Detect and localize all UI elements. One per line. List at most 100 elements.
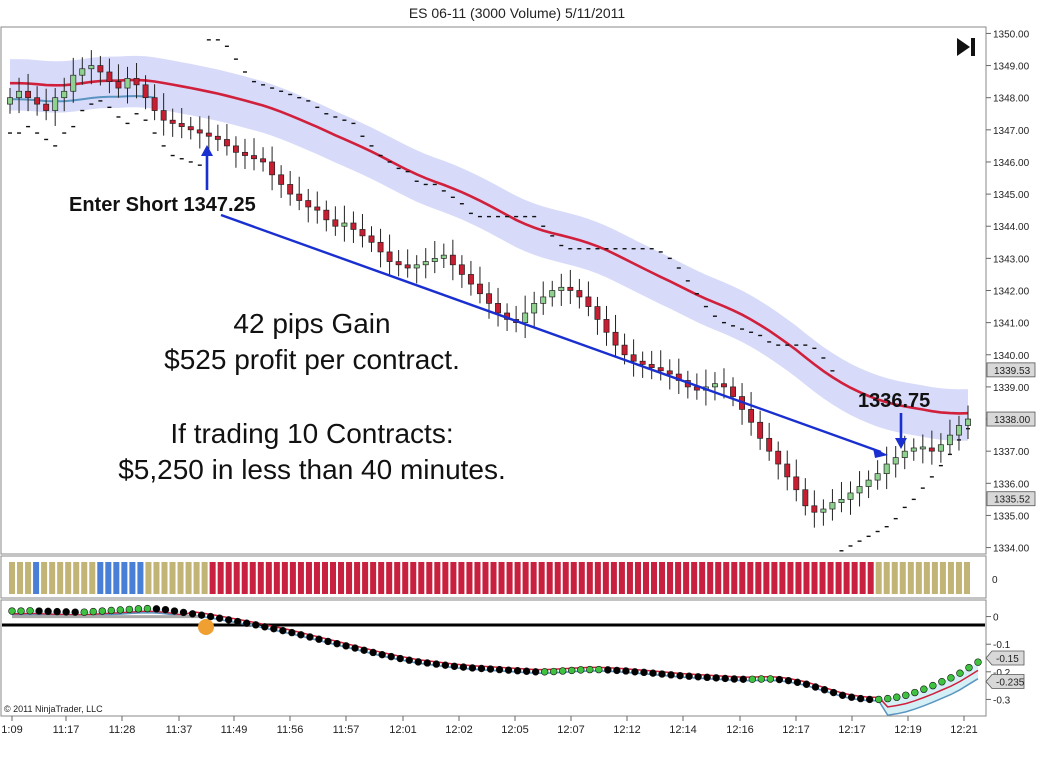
candle-body [721,383,727,388]
candle-body [440,254,447,259]
oscillator-dot [902,691,910,699]
candle-body [124,78,131,89]
indicator-bar [755,562,762,594]
oscillator-dot [595,665,603,674]
candle-body [648,364,655,368]
candle-body [711,383,718,388]
indicator-bar [931,562,938,594]
indicator-bar [859,562,866,594]
indicator-bar [265,562,272,594]
price-label-box [986,411,1036,427]
indicator-bar [699,562,706,594]
indicator-bar [426,562,433,594]
candle-body [278,174,285,185]
skip-to-end-icon[interactable] [952,34,980,60]
indicator-bar [81,562,88,594]
indicator-bar [9,562,16,594]
price-label-text: 1338.00 [994,415,1031,426]
oscillator-dot [604,666,612,674]
indicator-bar [667,562,674,594]
candle-body [52,97,59,111]
indicator-bar [875,562,882,594]
indicator-bar [330,562,337,594]
oscillator-dot [568,666,576,675]
oscillator-dot [116,606,125,614]
candle-body [251,155,257,160]
oscillator-dot [802,680,811,688]
indicator-bar [659,562,666,594]
indicator-bar [795,562,802,594]
indicator-bar [498,562,505,594]
entry-label: Enter Short 1347.25 [69,194,256,216]
oscillator-dot [53,607,61,616]
indicator-bar [562,562,569,594]
candle-body [359,229,366,237]
oscillator-dot [234,617,242,626]
indicator-bar [201,562,208,594]
oscillator-dot [766,675,775,683]
oscillator-dot [685,672,693,680]
oscillator-dot [613,666,621,675]
oscillator-dot [667,671,675,679]
price-tick-label: 1341.00 [993,319,1030,330]
price-tick-label: 1342.00 [993,287,1030,298]
candle-body [757,421,764,439]
exit-arrow-head [895,438,907,449]
candle-body [305,200,312,208]
indicator-bar [787,562,794,594]
price-tick-label: 1337.00 [993,447,1030,458]
candle-body [558,286,565,291]
indicator-bar [305,562,312,594]
oscillator-dot [649,669,657,677]
oscillator-tick-label: -0.3 [993,695,1011,706]
oscillator-dot [351,644,359,652]
candle-body [260,158,267,163]
indicator-bar [642,562,649,594]
indicator-bar [803,562,810,594]
oscillator-dot [342,642,350,650]
candle-body [486,293,492,304]
indicator-bar [354,562,361,594]
oscillator-dot [161,605,170,614]
oscillator-dot [793,678,802,687]
price-tick-label: 1339.00 [993,383,1030,394]
oscillator-dot [414,658,422,666]
oscillator-dot [974,658,982,666]
indicator-bar [145,562,152,594]
candle-body [910,447,917,452]
indicator-bar [17,562,24,594]
time-tick-label: 12:21 [950,724,978,736]
candle-body [70,74,77,92]
oscillator-dot [35,607,43,615]
oscillator-dot [333,639,341,648]
oscillator-dot [17,607,25,615]
oscillator-dot [631,668,639,676]
oscillator-dot [874,695,883,704]
oscillator-dot [559,667,567,675]
price-tick-label: 1346.00 [993,158,1030,169]
indicator-bar [482,562,489,594]
oscillator-dot [838,691,847,699]
oscillator-dot [811,683,820,691]
indicator-bar [570,562,577,594]
candle-body [296,193,303,201]
keltner-band [10,55,968,441]
indicator-bar [442,562,449,594]
oscillator-tick-label: -0.2 [993,668,1011,679]
indicator-bar [675,562,682,594]
candle-body [458,264,465,275]
oscillator-dot [450,662,459,670]
oscillator-dot [71,608,79,616]
candle-body [106,71,113,82]
indicator-bar [490,562,497,594]
indicator-bar [313,562,320,594]
candle-body [169,119,176,124]
candle-body [748,409,755,423]
indicator-bar [763,562,770,594]
candle-body [395,261,402,266]
indicator-bar [209,562,216,594]
candle-body [965,418,971,426]
time-tick-label: 12:01 [389,724,417,736]
indicator-bar [955,562,962,594]
